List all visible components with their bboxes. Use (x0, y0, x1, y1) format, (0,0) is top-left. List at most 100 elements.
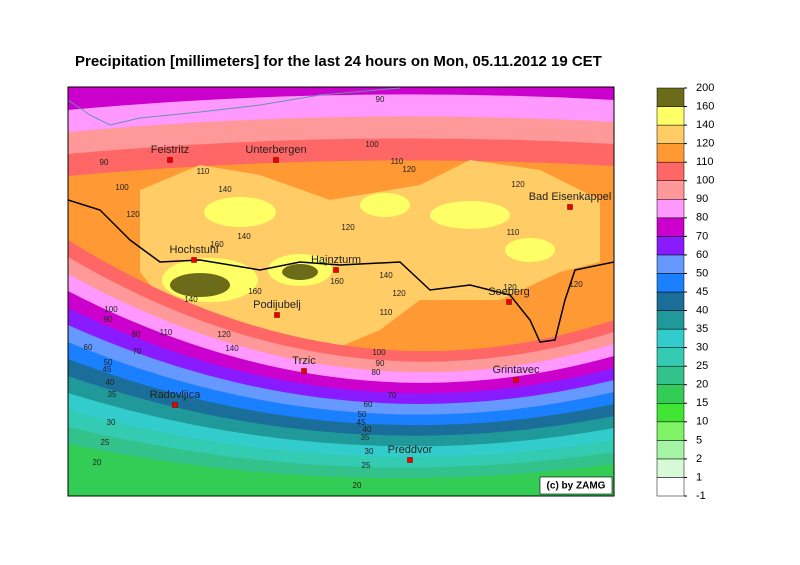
map-frame (67, 86, 615, 497)
copyright-box (539, 476, 613, 495)
place-marker (567, 204, 573, 210)
contour-label: 90 (376, 95, 385, 104)
border (68, 199, 614, 343)
place-label: Grintavec (492, 364, 540, 376)
contour-label: 20 (93, 458, 102, 467)
colorbar-swatch (656, 384, 685, 404)
contour-label: 140 (218, 185, 232, 194)
contour-label: 120 (503, 283, 517, 292)
colorbar-swatch (656, 440, 685, 460)
contour-label: 20 (353, 481, 362, 490)
colorbar-swatch (656, 143, 685, 163)
contour-label: 120 (511, 180, 525, 189)
precip-area (282, 264, 318, 280)
colorbar-swatch (656, 106, 685, 126)
title: Precipitation [millimeters] for the last… (75, 53, 602, 70)
colorbar-label: 2 (696, 453, 702, 465)
place-marker (506, 299, 512, 305)
colorbar-label: 100 (696, 175, 714, 187)
contour-label: 120 (341, 223, 355, 232)
place-label: Hochstuhl (170, 244, 219, 256)
contour-label: 140 (184, 295, 198, 304)
place-marker (407, 457, 413, 463)
contour-label: 25 (362, 461, 371, 470)
colorbar-label: 70 (696, 230, 708, 242)
place-label: Seeberg (488, 286, 530, 298)
place-label: Unterbergen (245, 144, 306, 156)
place-marker (273, 157, 279, 163)
contour-label: 60 (364, 400, 373, 409)
precip-area (505, 238, 555, 262)
contour-label: 50 (358, 410, 367, 419)
copyright: (c) by ZAMG (547, 481, 606, 492)
colorbar-label: 15 (696, 397, 708, 409)
colorbar-label: 5 (696, 434, 702, 446)
contour-label: 40 (106, 378, 115, 387)
colorbar-swatch (656, 328, 685, 348)
contour-label: 100 (115, 183, 129, 192)
place-marker (301, 368, 307, 374)
colorbar-swatch (656, 180, 685, 200)
colorbar-label: 90 (696, 193, 708, 205)
contour-label: 35 (108, 390, 117, 399)
contour-label: 110 (197, 167, 210, 176)
precip-area (360, 193, 410, 217)
colorbar-swatch (656, 161, 685, 181)
contour-label: 120 (217, 330, 231, 339)
contour-label: 100 (104, 305, 118, 314)
contour-label: 90 (104, 315, 113, 324)
river (68, 87, 401, 126)
colorbar-label: 120 (696, 138, 714, 150)
contour-label: 40 (363, 425, 372, 434)
place-marker (191, 257, 197, 263)
colorbar-swatch (656, 217, 685, 237)
colorbar-label: 25 (696, 360, 708, 372)
contour-label: 140 (237, 232, 251, 241)
contour-label: 160 (330, 277, 344, 286)
colorbar-label: 140 (696, 119, 714, 131)
place-marker (513, 377, 519, 383)
colorbar-label: 80 (696, 212, 708, 224)
colorbar-label: 160 (696, 100, 714, 112)
place-label: Podijubelj (253, 299, 301, 311)
contour-label: 60 (84, 343, 93, 352)
contour-label: 80 (372, 368, 381, 377)
colorbar-swatch (656, 236, 685, 256)
colorbar-label: -1 (696, 490, 706, 502)
contour-label: 30 (365, 447, 374, 456)
contour-label: 160 (248, 287, 262, 296)
colorbar: -112510152025303540455060708090100110120… (656, 82, 714, 502)
map (68, 87, 614, 496)
colorbar-label: 200 (696, 82, 714, 94)
colorbar-label: 60 (696, 249, 708, 261)
contour-label: 120 (569, 280, 583, 289)
colorbar-label: 45 (696, 286, 708, 298)
colorbar-swatch (656, 254, 685, 274)
place-label: Hajnzturm (311, 254, 361, 266)
place-marker (333, 267, 339, 273)
colorbar-swatch (656, 310, 685, 330)
contour-label: 30 (107, 418, 116, 427)
contour-label: 140 (225, 344, 239, 353)
colorbar-swatch (656, 199, 685, 219)
precip-area (430, 201, 510, 229)
contour-label: 110 (160, 328, 173, 337)
place-marker (167, 157, 173, 163)
contour-label: 110 (380, 308, 393, 317)
contour-label: 90 (100, 158, 109, 167)
contour-label: 80 (132, 330, 141, 339)
contour-label: 90 (376, 359, 385, 368)
contour-label: 100 (372, 348, 386, 357)
place-marker (172, 402, 178, 408)
colorbar-swatch (656, 291, 685, 311)
colorbar-swatch (656, 458, 685, 478)
contour-label: 110 (391, 157, 404, 166)
contour-label: 45 (103, 365, 112, 374)
contour-label: 120 (402, 165, 416, 174)
colorbar-label: 35 (696, 323, 708, 335)
contour-label: 25 (101, 438, 110, 447)
colorbar-label: 40 (696, 304, 708, 316)
colorbar-swatch (656, 87, 685, 107)
contour-label: 70 (388, 391, 397, 400)
contour-label: 160 (210, 240, 224, 249)
